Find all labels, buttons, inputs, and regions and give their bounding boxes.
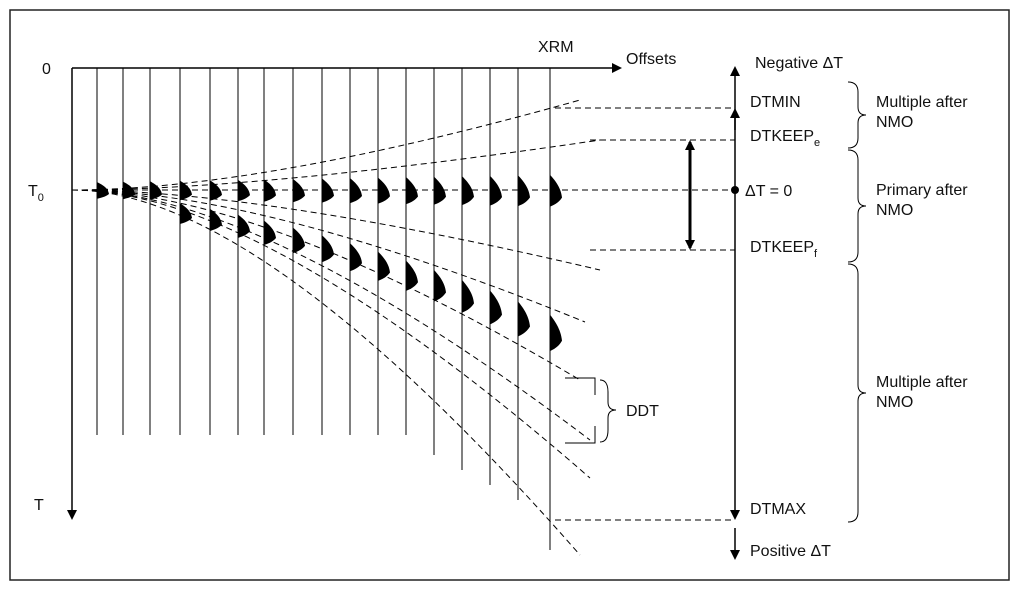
dtkeep-f-main: DTKEEP [750,239,814,256]
ddt-bracket [565,378,595,443]
wavelet [378,178,390,204]
wavelet [378,252,390,281]
zone-line: Multiple after [876,94,968,111]
dtkeep-e-main: DTKEEP [750,128,814,145]
wavelet [490,176,502,206]
wavelet [462,280,474,313]
diagram: 0 T0 T Offsets XRM Negative ΔT DTMIN DTK… [0,0,1021,592]
wavelet [180,203,192,224]
zone-label: Primary after NMO [876,182,968,219]
zone-brace [848,264,866,522]
t-label: T [34,497,44,514]
t0-sub: 0 [38,192,44,204]
wavelet [434,270,446,302]
zone-line: NMO [876,114,913,131]
wavelet [406,177,418,204]
ddt-label: DDT [626,403,659,420]
dtkeep-e-sub: e [814,137,820,149]
zone-line: NMO [876,394,913,411]
moveout-curve [72,100,580,190]
wavelet [550,315,562,352]
wavelet [97,182,109,199]
dtkeep-f-label: DTKEEPf [750,239,818,260]
wavelet [293,228,305,254]
wavelet [406,260,418,290]
zero-label: ΔT = 0 [745,183,792,200]
moveout-curve [72,190,580,380]
drawing [72,68,866,558]
wavelet [238,215,250,238]
origin-label: 0 [42,61,51,78]
t0-label: T0 [28,183,44,204]
wavelet [210,180,222,201]
wavelet [490,290,502,324]
zone-brace [848,150,866,262]
wavelet [434,177,446,205]
zone-line: Primary after [876,182,968,199]
t0-main: T [28,183,38,200]
xrm-label: XRM [538,39,574,56]
wavelet [350,243,362,271]
frame [10,10,1009,580]
zone-brace [848,82,866,148]
dtmin-label: DTMIN [750,94,801,111]
zone-label: Multiple after NMO [876,374,968,411]
wavelet [238,180,250,202]
wavelet [350,178,362,203]
wavelet [322,235,334,262]
zone-line: NMO [876,202,913,219]
positive-label: Positive ΔT [750,543,831,560]
zero-dot [731,186,739,194]
ddt-brace [600,380,616,442]
wavelet [264,220,276,245]
dtmax-label: DTMAX [750,501,806,518]
wavelet [293,179,305,202]
zone-label: Multiple after NMO [876,94,968,131]
wavelet [210,209,222,231]
wavelet [462,176,474,205]
dtkeep-f-sub: f [814,248,818,260]
wavelet [518,175,530,206]
wavelet [322,178,334,202]
wavelet [518,301,530,336]
dtkeep-e-label: DTKEEPe [750,128,820,149]
wavelet [150,181,162,200]
wavelet [264,179,276,201]
wavelet [550,175,562,207]
offsets-label: Offsets [626,51,676,68]
negative-label: Negative ΔT [755,55,843,72]
zone-line: Multiple after [876,374,968,391]
